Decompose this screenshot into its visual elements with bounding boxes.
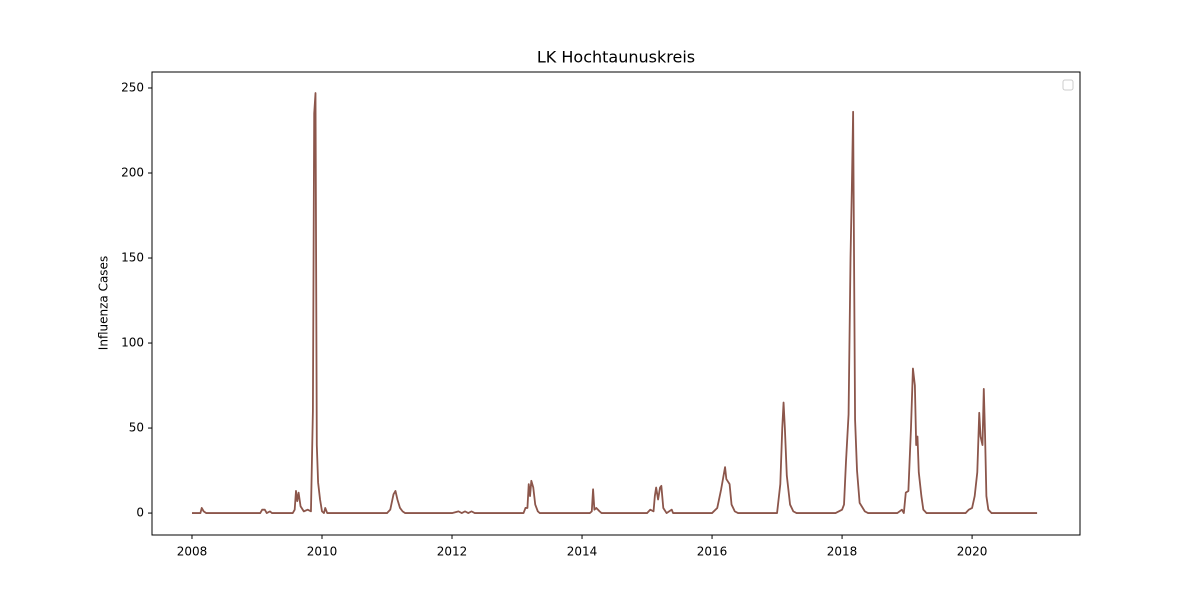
y-tick-label: 250 bbox=[121, 80, 144, 94]
y-tick-label: 50 bbox=[129, 421, 144, 435]
x-tick-label: 2014 bbox=[567, 545, 598, 559]
x-tick-label: 2020 bbox=[957, 545, 988, 559]
y-tick-label: 100 bbox=[121, 336, 144, 350]
plot-area bbox=[191, 92, 1038, 514]
y-tick-label: 150 bbox=[121, 251, 144, 265]
y-tick-label: 0 bbox=[136, 506, 144, 520]
x-tick-label: 2018 bbox=[827, 545, 858, 559]
data-line bbox=[191, 92, 1038, 514]
chart-title: LK Hochtaunuskreis bbox=[537, 48, 695, 67]
x-tick-label: 2012 bbox=[437, 545, 468, 559]
y-axis-label: Influenza Cases bbox=[97, 256, 111, 350]
x-tick-label: 2010 bbox=[307, 545, 338, 559]
y-tick-label: 200 bbox=[121, 165, 144, 179]
axes-frame bbox=[151, 71, 1081, 536]
x-tick-label: 2008 bbox=[177, 545, 208, 559]
legend-box bbox=[1062, 79, 1074, 91]
x-tick-label: 2016 bbox=[697, 545, 728, 559]
